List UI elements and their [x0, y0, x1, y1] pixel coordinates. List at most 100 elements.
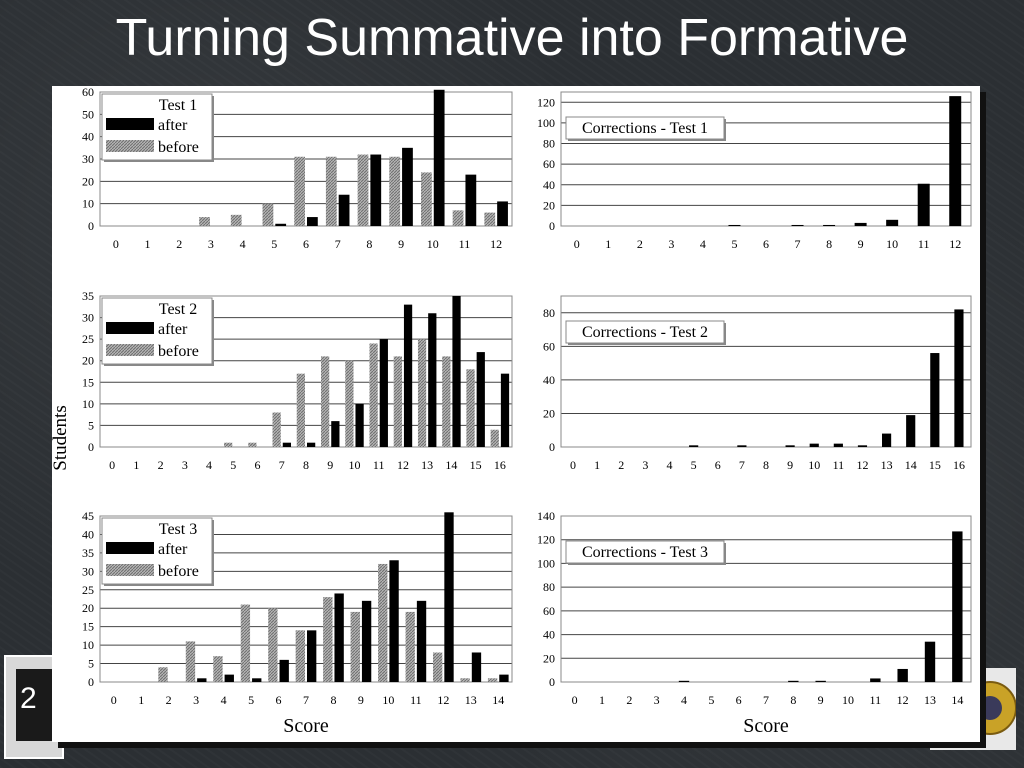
x-tick-label: 6 — [715, 458, 721, 472]
x-tick-label: 16 — [494, 458, 506, 472]
y-tick-label: 25 — [82, 583, 94, 597]
y-tick-label: 60 — [82, 86, 94, 99]
bar — [823, 224, 836, 226]
bar — [906, 415, 916, 447]
x-tick-label: 7 — [795, 237, 801, 251]
x-tick-label: 15 — [470, 458, 482, 472]
x-tick-label: 11 — [918, 237, 930, 251]
y-tick-label: 0 — [549, 675, 555, 689]
x-tick-label: 0 — [574, 237, 580, 251]
plot-frame — [99, 91, 513, 227]
bar — [197, 678, 207, 682]
x-tick-label: 3 — [208, 237, 214, 251]
x-tick-label: 4 — [206, 458, 212, 472]
x-tick-label: 5 — [731, 237, 737, 251]
y-tick-label: 20 — [543, 651, 555, 665]
bar — [403, 304, 413, 447]
bar — [930, 353, 940, 447]
bar — [213, 656, 223, 682]
bar — [870, 678, 881, 682]
legend-box — [565, 320, 725, 344]
bar — [452, 210, 464, 226]
bar — [917, 183, 930, 226]
plot-frame — [99, 295, 513, 448]
bar — [370, 154, 382, 226]
y-tick-label: 30 — [82, 564, 94, 578]
bar — [378, 563, 388, 682]
bar — [487, 678, 498, 682]
y-axis-label: Students — [52, 405, 71, 470]
bar — [432, 652, 443, 682]
x-tick-label: 14 — [492, 693, 504, 707]
x-tick-label: 2 — [637, 237, 643, 251]
bar — [355, 403, 364, 447]
y-tick-label: 10 — [82, 397, 94, 411]
x-tick-label: 10 — [348, 458, 360, 472]
x-tick-label: 12 — [949, 237, 961, 251]
x-tick-label: 7 — [303, 693, 309, 707]
y-tick-label: 60 — [543, 157, 555, 171]
x-tick-label: 6 — [255, 458, 261, 472]
y-tick-label: 100 — [537, 116, 555, 130]
bar — [240, 604, 251, 682]
x-tick-label: 14 — [905, 458, 917, 472]
bar — [158, 667, 168, 682]
x-tick-label: 13 — [924, 693, 936, 707]
bar — [678, 680, 690, 682]
x-tick-label: 4 — [221, 693, 227, 707]
y-tick-label: 80 — [543, 306, 555, 320]
x-tick-label: 0 — [572, 693, 578, 707]
x-tick-label: 16 — [953, 458, 965, 472]
x-tick-label: 14 — [445, 458, 457, 472]
bar — [268, 608, 278, 682]
bar — [952, 531, 963, 682]
y-tick-label: 60 — [543, 339, 555, 353]
x-tick-label: 13 — [421, 458, 433, 472]
bar — [471, 652, 482, 682]
legend-swatch-after — [106, 118, 154, 130]
bar — [325, 156, 337, 226]
x-tick-label: 0 — [109, 458, 115, 472]
bar — [338, 194, 350, 226]
chart-title: Test 3 — [159, 521, 197, 538]
y-tick-label: 100 — [537, 556, 555, 570]
x-tick-label: 4 — [700, 237, 706, 251]
y-tick-label: 35 — [82, 289, 94, 303]
y-tick-label: 40 — [543, 628, 555, 642]
bar — [499, 674, 509, 682]
chart-title: Test 1 — [159, 97, 197, 114]
y-tick-label: 0 — [88, 219, 94, 233]
x-tick-label: 12 — [490, 237, 502, 251]
x-tick-label: 11 — [833, 458, 845, 472]
bar — [389, 560, 399, 682]
y-tick-label: 30 — [82, 311, 94, 325]
bar — [295, 630, 305, 682]
bar — [416, 600, 427, 682]
y-tick-label: 5 — [88, 657, 94, 671]
x-tick-label: 5 — [271, 237, 277, 251]
plot-frame — [560, 295, 972, 448]
bar — [379, 339, 388, 447]
bar — [345, 360, 354, 447]
x-tick-label: 2 — [158, 458, 164, 472]
bar — [224, 674, 234, 682]
bar — [484, 212, 496, 226]
y-tick-label: 0 — [549, 440, 555, 454]
chart-title: Corrections - Test 1 — [582, 120, 708, 137]
bar — [224, 442, 233, 447]
bar — [331, 421, 340, 447]
y-tick-label: 20 — [543, 406, 555, 420]
x-tick-label: 6 — [736, 693, 742, 707]
bar — [788, 680, 799, 682]
bar — [466, 369, 475, 447]
bar — [199, 217, 210, 226]
bar — [500, 373, 510, 447]
y-tick-label: 40 — [82, 527, 94, 541]
legend-swatch-before — [106, 344, 154, 356]
bar — [954, 309, 964, 447]
y-tick-label: 140 — [537, 509, 555, 523]
bar — [785, 445, 795, 447]
